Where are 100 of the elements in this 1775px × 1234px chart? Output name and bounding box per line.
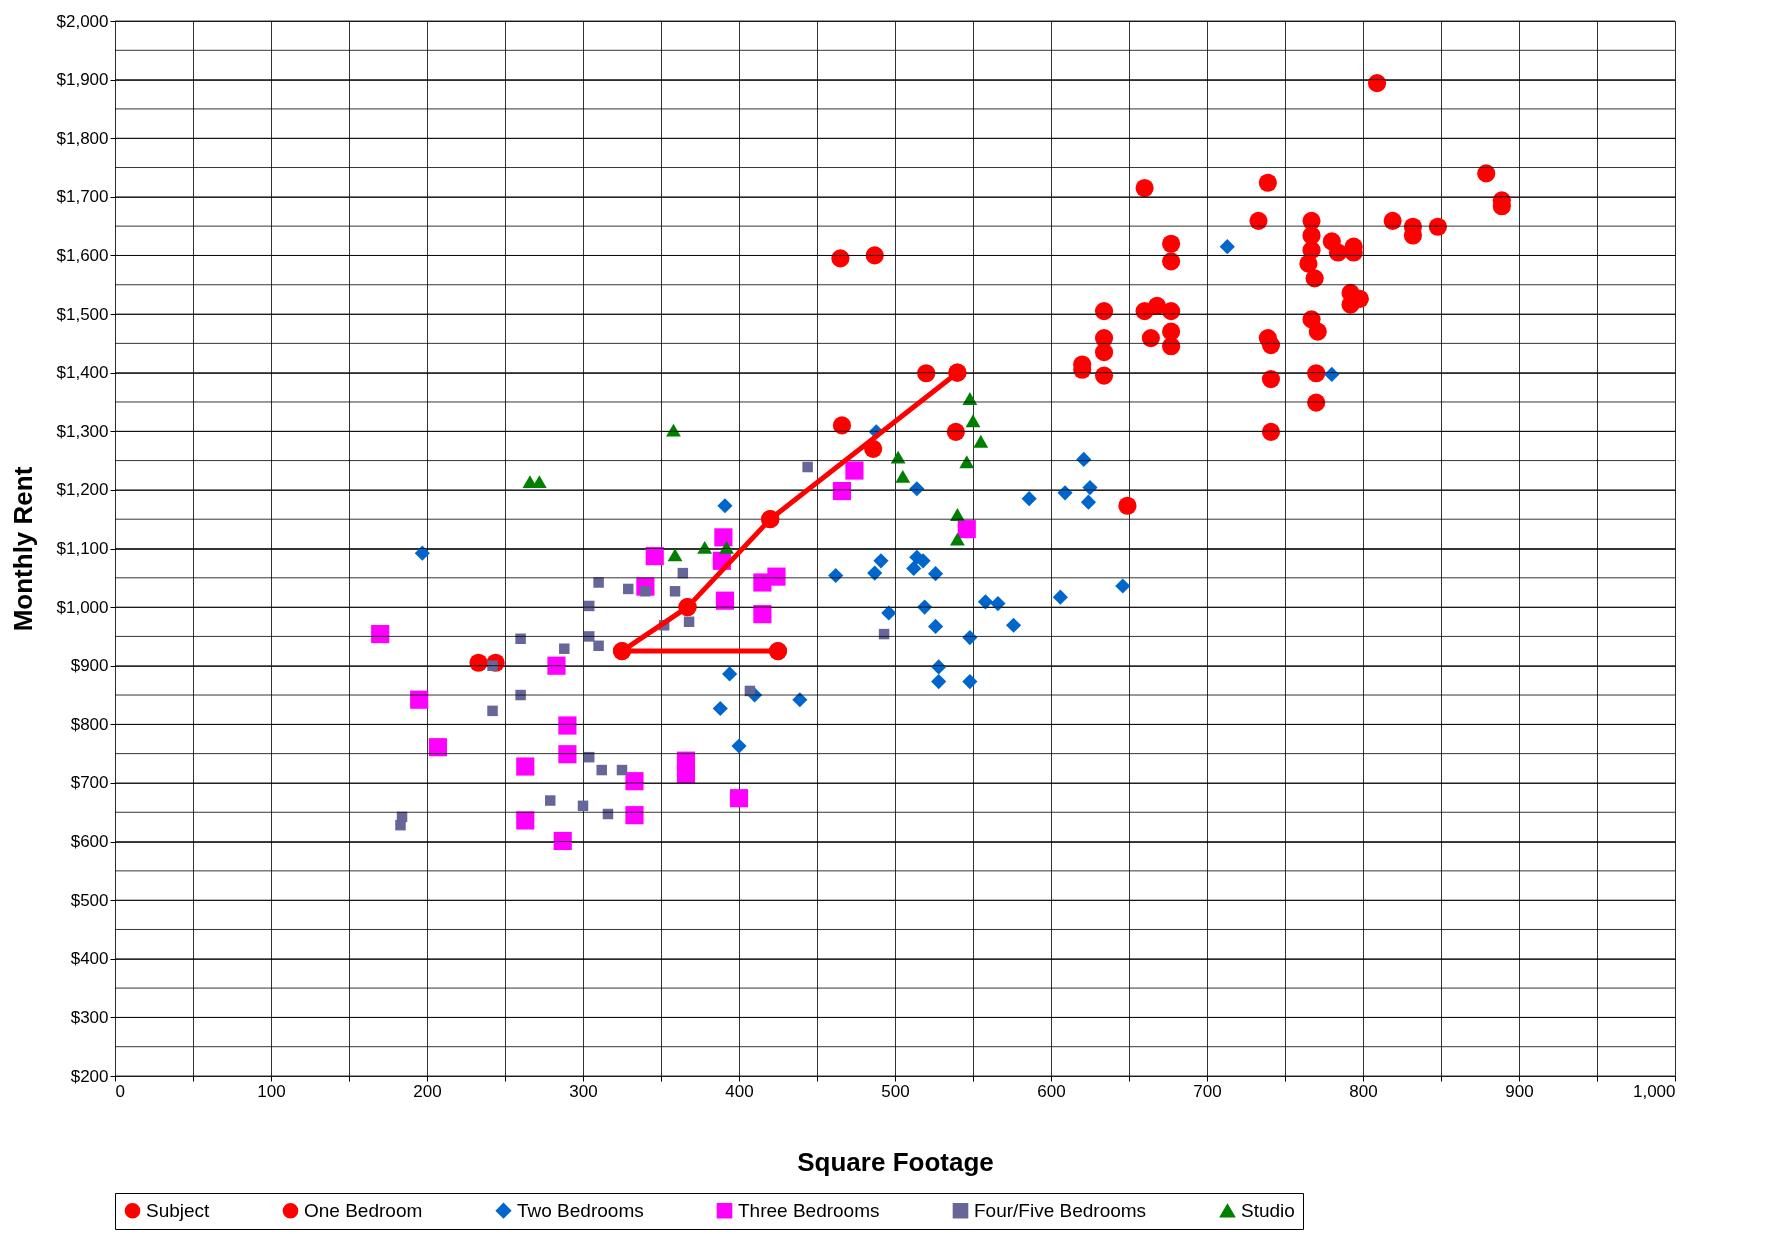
point: [516, 757, 535, 776]
point: [917, 364, 936, 383]
x-tick-label: 700: [1193, 1081, 1222, 1101]
x-axis-title: Square Footage: [797, 1146, 994, 1177]
y-tick-label: $1,600: [56, 245, 109, 265]
point: [1299, 254, 1318, 273]
point: [949, 532, 965, 546]
y-tick-label: $1,900: [56, 70, 109, 90]
point: [683, 616, 695, 628]
point: [965, 414, 981, 428]
point: [547, 656, 566, 675]
point: [516, 811, 535, 830]
legend-label: Three Bedrooms: [738, 1199, 880, 1221]
point: [584, 631, 595, 642]
y-axis-title: Monthly Rent: [7, 466, 38, 632]
point: [957, 520, 976, 539]
point: [895, 469, 911, 483]
point: [1261, 422, 1281, 441]
point: [712, 700, 728, 717]
y-tick-label: $200: [70, 1066, 109, 1086]
point: [469, 653, 488, 672]
legend-label: Subject: [146, 1199, 211, 1221]
point: [395, 819, 406, 831]
point: [719, 540, 734, 554]
point: [428, 738, 447, 757]
x-tick-label: 300: [569, 1081, 598, 1101]
point: [973, 434, 989, 448]
point: [1261, 336, 1281, 355]
y-tick-label: $700: [70, 773, 109, 793]
point: [558, 745, 577, 764]
point: [676, 765, 696, 784]
point: [553, 831, 572, 851]
point: [577, 800, 589, 812]
y-tick-label: $1,000: [56, 597, 109, 617]
point: [881, 605, 897, 621]
x-tick-label: 0: [115, 1081, 125, 1101]
point: [729, 789, 749, 808]
point: [559, 643, 570, 654]
point: [845, 461, 864, 480]
y-tick-label: $500: [70, 890, 109, 910]
point: [612, 642, 632, 661]
point: [931, 673, 947, 690]
point: [1258, 173, 1277, 192]
point: [962, 673, 978, 690]
point: [616, 764, 628, 776]
y-tick-label: $600: [70, 832, 109, 852]
point: [1162, 234, 1181, 253]
point: [371, 624, 390, 644]
point: [1367, 74, 1387, 93]
point: [1052, 589, 1068, 605]
x-tick-label: 400: [725, 1081, 754, 1101]
point: [1082, 479, 1098, 496]
point: [873, 553, 889, 569]
point: [666, 423, 681, 437]
y-tick-label: $1,100: [56, 539, 109, 558]
y-tick-label: $2,000: [56, 11, 109, 31]
point: [731, 738, 747, 754]
point: [558, 716, 577, 735]
point: [768, 642, 788, 661]
point: [717, 498, 733, 514]
point: [832, 416, 852, 435]
point: [1162, 252, 1181, 271]
point: [645, 547, 664, 566]
point: [761, 510, 780, 529]
point: [1080, 494, 1097, 510]
point: [487, 705, 498, 717]
point: [1021, 491, 1037, 507]
point: [596, 764, 607, 776]
point: [1115, 578, 1131, 594]
y-tick-label: $1,300: [56, 421, 109, 441]
point: [697, 540, 713, 554]
point: [625, 772, 644, 791]
point: [667, 548, 683, 562]
point: [1118, 496, 1137, 515]
point: [1308, 322, 1327, 341]
y-tick-label: $1,700: [56, 187, 109, 207]
point: [931, 659, 947, 675]
x-tick-label: 1,000: [1632, 1081, 1676, 1101]
y-tick-label: $1,200: [56, 480, 109, 500]
point: [906, 560, 922, 577]
point: [625, 806, 644, 825]
point: [802, 461, 813, 473]
point: [593, 577, 604, 588]
point: [1305, 269, 1324, 288]
point: [623, 583, 634, 595]
point: [515, 633, 526, 645]
x-tick-label: 100: [257, 1081, 286, 1101]
x-tick-label: 600: [1037, 1081, 1066, 1101]
legend-label: One Bedroom: [304, 1199, 423, 1221]
y-tick-label: $1,400: [56, 363, 109, 383]
x-tick-label: 900: [1505, 1081, 1534, 1101]
legend-label: Four/Five Bedrooms: [974, 1199, 1147, 1221]
legend-label: Studio: [1241, 1199, 1295, 1221]
point: [962, 630, 978, 646]
point: [792, 692, 808, 708]
point: [927, 618, 944, 635]
point: [767, 567, 786, 586]
point: [1162, 337, 1181, 356]
legend-label: Two Bedrooms: [517, 1199, 644, 1221]
point: [545, 795, 556, 806]
